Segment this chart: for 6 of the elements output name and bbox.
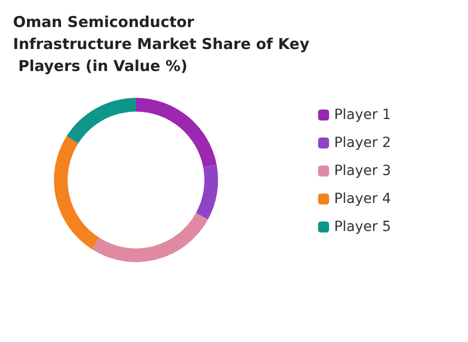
legend-label: Player 4: [334, 191, 392, 207]
chart-title: Oman Semiconductor Infrastructure Market Share of Key Players (in Value %): [13, 13, 310, 75]
legend-label: Player 5: [334, 219, 392, 235]
legend-label: Player 1: [334, 107, 392, 123]
legend-label: Player 2: [334, 135, 392, 151]
legend-label: Player 3: [334, 163, 392, 179]
